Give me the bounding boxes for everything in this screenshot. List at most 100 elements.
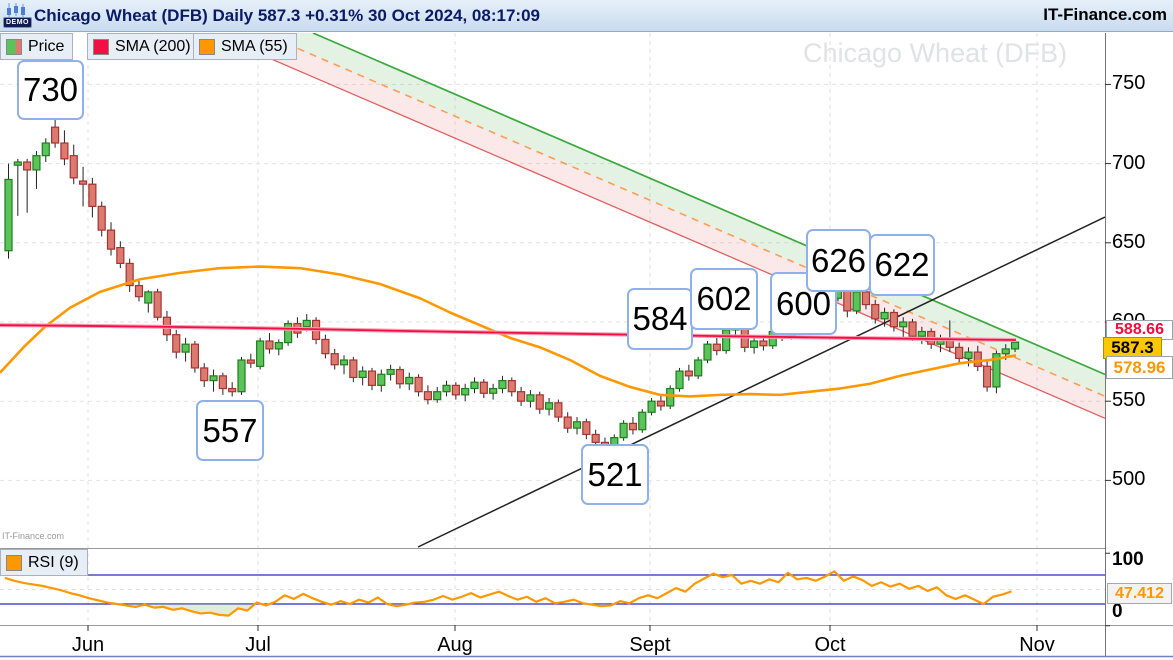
candle (498, 380, 507, 390)
month-label: Jul (245, 634, 271, 656)
candle (218, 375, 227, 390)
candle (246, 359, 255, 364)
candle (684, 370, 693, 377)
candle (97, 205, 106, 231)
legend-sma200-label: SMA (200) (115, 37, 191, 55)
price-annotation[interactable]: 626 (806, 229, 871, 292)
candle (554, 402, 563, 418)
candle (694, 359, 703, 377)
chart-watermark: Chicago Wheat (DFB) (803, 38, 1068, 68)
rsi-axis-top: 100 (1112, 549, 1144, 570)
candle (302, 319, 311, 328)
candle (880, 311, 889, 320)
candle (535, 394, 544, 410)
price-tick-label: 750 (1112, 72, 1146, 95)
legend-rsi-label: RSI (9) (28, 553, 79, 571)
moving-averages (0, 265, 1017, 398)
candle (377, 373, 386, 386)
candle (116, 246, 125, 264)
channel-mid-line (261, 33, 1105, 398)
candle (321, 338, 330, 355)
candle (13, 161, 22, 166)
candle (414, 376, 423, 393)
candle (339, 359, 349, 366)
candle (69, 155, 78, 179)
candle (153, 291, 162, 318)
candle (647, 400, 656, 413)
candle (190, 343, 199, 369)
price-annotation[interactable]: 622 (869, 234, 935, 296)
candle (749, 340, 759, 348)
candle (106, 229, 116, 250)
price-swatch-icon (6, 38, 22, 55)
candle (265, 340, 274, 350)
candle (1001, 348, 1010, 355)
instrument-title: Chicago Wheat (DFB) Daily 587.3 +0.31% 3… (34, 5, 540, 25)
candle (703, 343, 712, 361)
candle (284, 322, 293, 344)
candle (638, 411, 647, 431)
candle (982, 365, 992, 388)
candle (582, 421, 591, 436)
candle (78, 180, 88, 185)
price-annotation[interactable]: 730 (17, 60, 84, 120)
candle (591, 433, 600, 443)
price-annotation[interactable]: 557 (196, 400, 264, 461)
price-annotation[interactable]: 521 (581, 444, 649, 505)
legend-sma55-label: SMA (55) (221, 37, 288, 55)
legend-sma55[interactable]: SMA (55) (193, 33, 297, 60)
price-tick-label: 700 (1112, 151, 1146, 174)
sma55-swatch-icon (199, 38, 215, 55)
candle (675, 370, 684, 390)
rsi-value-tag: 47.412 (1107, 583, 1172, 604)
month-label: Oct (814, 634, 846, 656)
sma55-value-tag: 578.96 (1106, 356, 1173, 379)
candle (712, 343, 721, 352)
sma55-line (0, 265, 1017, 398)
trendline[interactable] (417, 216, 1105, 548)
month-label: Nov (1019, 634, 1055, 656)
rsi-oversold-fill (116, 604, 255, 616)
brand-text: IT-Finance.com (1043, 5, 1167, 24)
candle (349, 359, 358, 379)
candle (526, 394, 535, 402)
legend-sma200[interactable]: SMA (200) (87, 33, 200, 60)
candle (88, 183, 97, 207)
legend-price[interactable]: Price (0, 33, 74, 60)
candle (367, 370, 377, 386)
candle (572, 421, 582, 429)
candle (330, 353, 339, 366)
month-label: Sept (629, 634, 671, 656)
candle (489, 387, 498, 394)
candle (852, 291, 861, 312)
candle (405, 376, 414, 385)
candle (461, 387, 470, 396)
rsi-axis-bottom: 0 (1112, 601, 1123, 622)
mini-candles-icon (7, 2, 25, 17)
month-label: Aug (437, 634, 473, 656)
legend-rsi[interactable]: RSI (9) (0, 549, 88, 576)
candle (32, 155, 41, 171)
candle (144, 291, 153, 304)
price-annotation[interactable]: 602 (690, 268, 758, 330)
candle (172, 334, 181, 353)
candle (125, 262, 134, 287)
candle (395, 368, 405, 385)
candle (451, 384, 460, 396)
candle (973, 351, 982, 367)
candle (889, 311, 899, 328)
candle (1010, 341, 1020, 350)
candle (41, 142, 50, 157)
sma200-value-tag: 588.66 (1106, 320, 1173, 340)
demo-chart-icon: DEMO (3, 2, 32, 29)
candle (666, 387, 675, 407)
candle (50, 126, 60, 144)
candle (60, 142, 69, 160)
candle (256, 340, 265, 367)
candle (386, 368, 395, 375)
candle (619, 422, 628, 439)
legend-price-label: Price (28, 37, 65, 55)
provider-watermark: IT-Finance.com (2, 531, 65, 541)
price-annotation[interactable]: 584 (627, 288, 693, 350)
